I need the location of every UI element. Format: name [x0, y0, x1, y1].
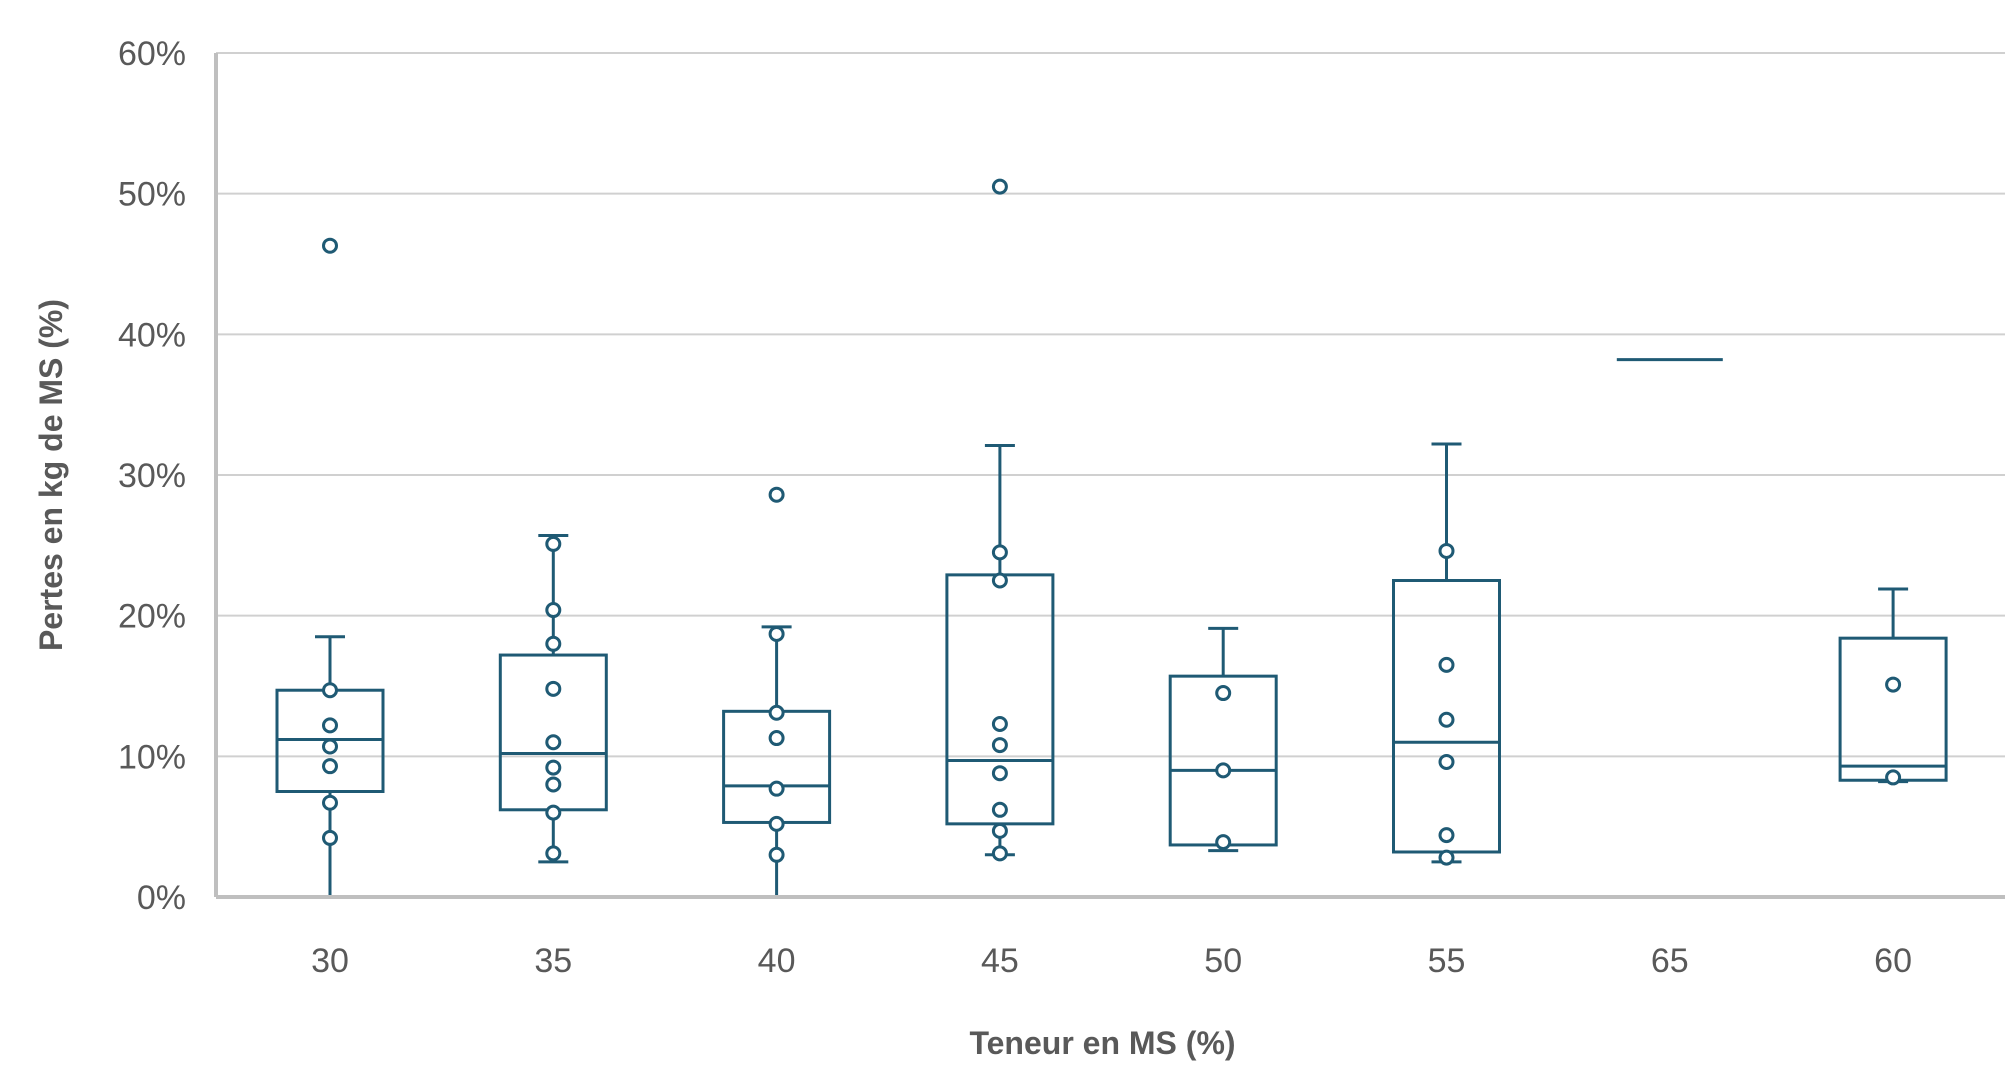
data-point-30-1	[322, 794, 338, 811]
data-point-35-5	[545, 680, 562, 697]
box-40	[722, 486, 832, 897]
data-point-45-1	[991, 822, 1008, 839]
data-point-30-2	[322, 758, 338, 775]
data-point-55-3	[1438, 711, 1455, 728]
x-tick-label-30: 30	[311, 942, 349, 980]
y-tick-label-2: 20%	[118, 598, 186, 636]
x-tick-labels: 30 35 40 45 50 55 65 60	[311, 942, 1912, 980]
y-tick-label-5: 50%	[118, 176, 186, 214]
y-tick-label-4: 40%	[118, 316, 186, 354]
data-point-45-3	[991, 765, 1008, 782]
data-point-30-0	[322, 829, 338, 846]
y-tick-label-6: 60%	[118, 35, 186, 73]
iqr-box-40	[722, 709, 832, 824]
data-point-55-0	[1438, 849, 1455, 866]
data-point-35-0	[545, 845, 562, 862]
iqr-box-45	[945, 573, 1055, 826]
box-30	[275, 237, 385, 897]
data-point-35-1	[545, 804, 562, 821]
data-point-50-2	[1215, 685, 1232, 702]
data-point-40-4	[768, 704, 785, 721]
data-point-45-6	[991, 572, 1008, 589]
data-point-50-1	[1215, 762, 1232, 779]
y-tick-label-0: 0%	[137, 879, 186, 917]
data-point-45-7	[991, 544, 1008, 561]
data-point-35-3	[545, 759, 562, 776]
data-point-45-2	[991, 801, 1008, 818]
data-point-40-3	[768, 730, 785, 747]
data-point-35-8	[545, 535, 562, 552]
box-60	[1838, 587, 1948, 786]
x-tick-label-35: 35	[534, 942, 572, 980]
data-point-40-5	[768, 625, 785, 642]
data-point-40-6	[768, 486, 785, 503]
y-tick-label-3: 30%	[118, 457, 186, 495]
gridlines	[216, 52, 2005, 758]
x-tick-label-45: 45	[981, 942, 1019, 980]
box-50	[1168, 626, 1278, 853]
data-point-30-3	[322, 738, 338, 755]
data-point-45-0	[991, 845, 1008, 862]
data-point-50-0	[1215, 834, 1232, 851]
data-point-45-8	[991, 178, 1008, 195]
data-point-35-2	[545, 776, 562, 793]
data-point-35-4	[545, 734, 562, 751]
data-point-60-1	[1885, 676, 1902, 693]
box-45	[945, 178, 1055, 862]
data-point-55-2	[1438, 753, 1455, 770]
box-35	[498, 533, 608, 864]
data-point-35-7	[545, 602, 562, 619]
boxes	[275, 178, 1948, 897]
x-tick-label-50: 50	[1204, 942, 1242, 980]
iqr-box-50	[1168, 674, 1278, 847]
y-tick-label-1: 10%	[118, 738, 186, 776]
box-55	[1392, 442, 1501, 866]
data-point-55-5	[1438, 542, 1455, 559]
y-axis-title: Pertes en kg de MS (%)	[33, 299, 69, 651]
data-point-55-1	[1438, 827, 1455, 844]
data-point-40-2	[768, 780, 785, 797]
data-point-60-0	[1885, 769, 1902, 786]
data-point-30-6	[322, 237, 338, 254]
data-point-40-1	[768, 815, 785, 832]
data-point-45-4	[991, 737, 1008, 754]
data-point-45-5	[991, 715, 1008, 732]
iqr-box-60	[1838, 636, 1948, 782]
data-point-30-4	[322, 717, 338, 734]
x-tick-label-40: 40	[758, 942, 796, 980]
data-point-55-4	[1438, 656, 1455, 673]
x-tick-label-60: 60	[1874, 942, 1912, 980]
x-tick-label-55: 55	[1428, 942, 1466, 980]
data-point-35-6	[545, 635, 562, 652]
x-axis-title: Teneur en MS (%)	[969, 1025, 1235, 1061]
x-tick-label-65: 65	[1651, 942, 1689, 980]
data-point-30-5	[322, 682, 338, 699]
data-point-40-0	[768, 846, 785, 863]
y-tick-labels: 0% 10% 20% 30% 40% 50% 60%	[118, 35, 186, 917]
